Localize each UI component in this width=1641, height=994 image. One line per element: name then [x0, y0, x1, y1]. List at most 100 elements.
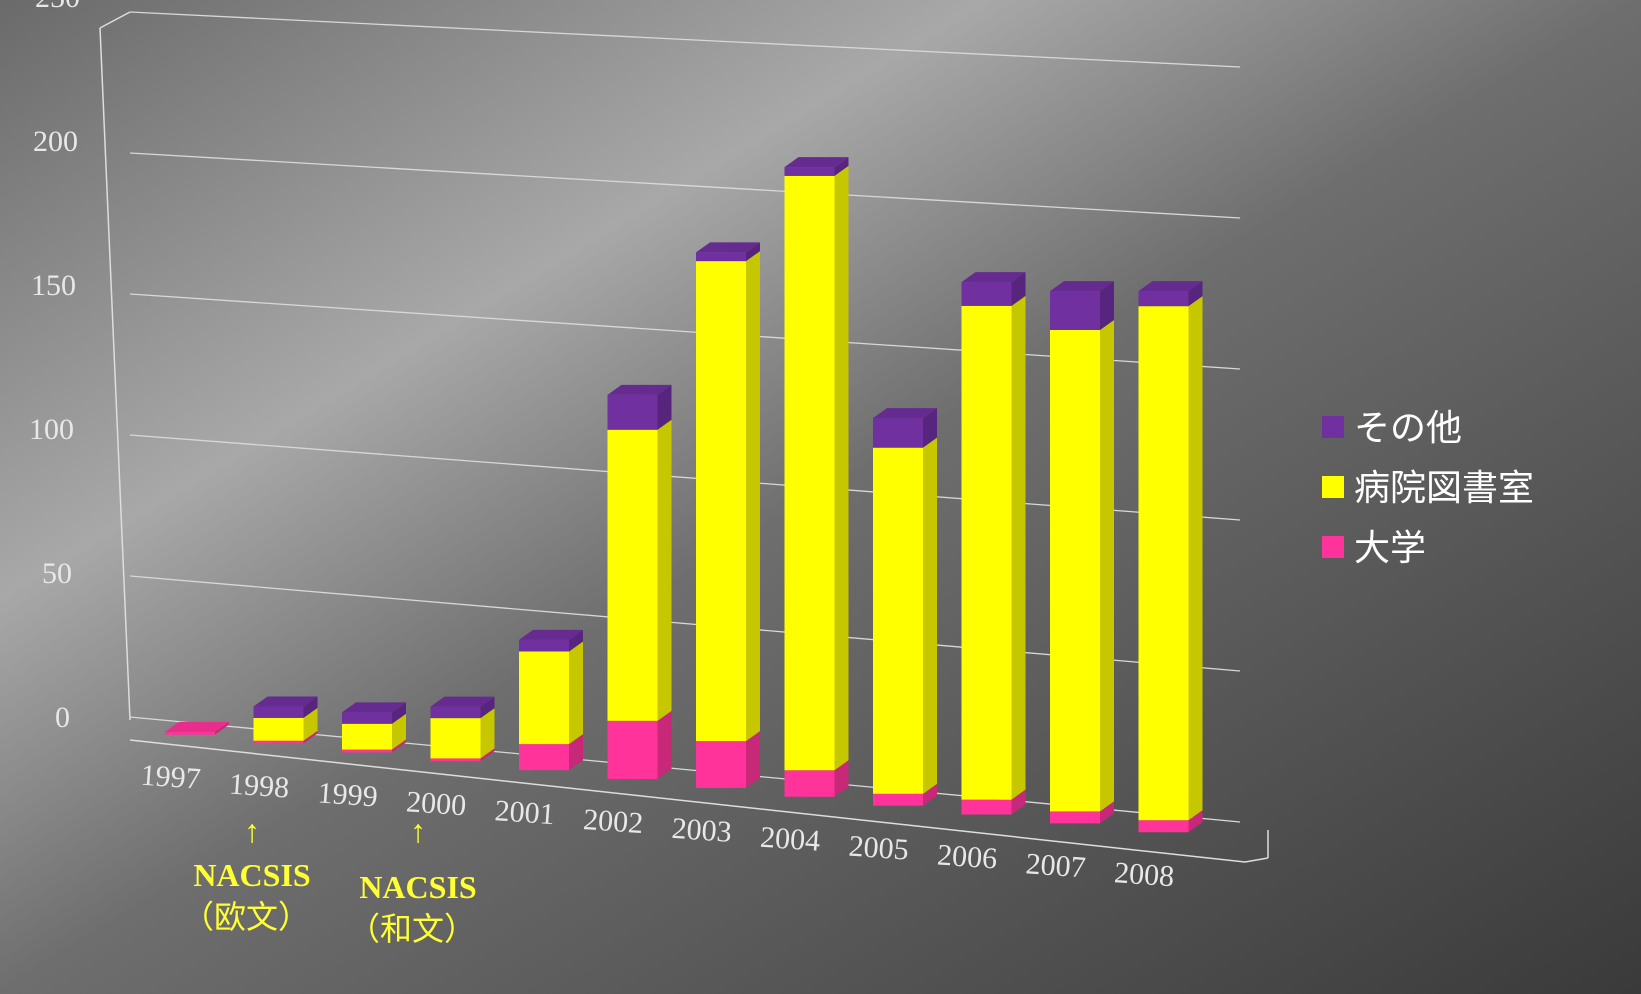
bar-segment — [961, 282, 1012, 306]
legend-label: 大学 — [1354, 528, 1426, 569]
x-tick-label: 2006 — [936, 838, 998, 875]
legend-swatch — [1322, 416, 1344, 438]
bar-top — [253, 696, 318, 707]
bar-segment — [873, 418, 923, 448]
bar-stack — [784, 157, 849, 797]
bar-segment — [430, 758, 481, 762]
bar-segment — [253, 717, 304, 741]
x-axis — [129, 739, 1246, 863]
annotation-text: NACSIS — [193, 857, 310, 893]
bar-segment — [253, 740, 304, 744]
annotation-subtext: （欧文） — [182, 899, 310, 935]
bar-stack — [165, 721, 229, 735]
bar-side — [1100, 281, 1114, 330]
bar-side — [1188, 281, 1203, 307]
bar-side — [480, 696, 495, 719]
legend-label: 病院図書室 — [1354, 468, 1534, 509]
bar-stack — [607, 384, 672, 780]
annotation-arrow: ↑ — [410, 813, 426, 849]
bar-side — [1188, 296, 1203, 821]
x-tick-label: 2003 — [671, 812, 733, 849]
bar-stack — [1050, 281, 1114, 824]
bar-segment — [430, 706, 481, 719]
bar-segment — [165, 731, 215, 735]
bar-stack — [430, 696, 495, 762]
bar-top — [342, 702, 406, 713]
x-tick-label: 2004 — [759, 821, 821, 858]
bar-side — [834, 760, 849, 797]
bar-side — [303, 696, 318, 718]
x-tick-label: 1998 — [228, 768, 290, 805]
bar-segment — [342, 723, 392, 750]
bar-segment — [961, 799, 1012, 815]
bar-stack — [961, 272, 1026, 815]
bar-side — [569, 641, 583, 745]
grid-line — [129, 11, 1241, 68]
y-tick-label: 200 — [33, 125, 78, 158]
bar-segment — [607, 429, 658, 721]
bar-segment — [1138, 291, 1189, 307]
bar-side — [1100, 319, 1114, 812]
bar-side — [923, 408, 937, 448]
y-tick-label: 50 — [42, 557, 72, 590]
bar-side — [1100, 801, 1114, 824]
annotation-subtext: （和文） — [348, 911, 476, 947]
bar-segment — [784, 175, 835, 771]
bar-side — [1188, 810, 1203, 833]
bar-segment — [430, 718, 481, 759]
bar-top — [784, 157, 849, 168]
bar-stack — [696, 242, 760, 788]
bar-top — [696, 242, 760, 253]
bar-side — [569, 629, 583, 652]
bar-top — [1138, 281, 1203, 292]
bar-top — [519, 629, 583, 640]
bar-side — [746, 731, 760, 788]
bar-stack — [342, 702, 406, 753]
bar-side — [1011, 272, 1026, 306]
bar-segment — [784, 770, 835, 797]
bar-segment — [873, 793, 923, 806]
annotation-text: NACSIS — [359, 869, 476, 905]
bar-side — [1011, 789, 1026, 815]
bar-top — [607, 384, 672, 395]
y-tick-label: 100 — [29, 413, 74, 446]
bar-top — [873, 408, 937, 419]
annotation-arrow: ↑ — [244, 813, 260, 849]
bar-side — [303, 707, 318, 741]
bar-side — [657, 419, 672, 721]
bar-side — [1011, 295, 1026, 800]
x-tick-label: 1999 — [317, 776, 379, 813]
bar-segment — [696, 261, 746, 742]
x-tick-label: 2001 — [494, 794, 556, 831]
grid-line — [129, 152, 1241, 219]
bar-segment — [342, 749, 392, 753]
bar-segment — [607, 394, 658, 430]
y-tick-label: 150 — [31, 269, 76, 302]
bar-side — [923, 783, 937, 806]
bar-top — [1050, 281, 1114, 292]
x-tick-label: 1997 — [140, 759, 202, 796]
bar-side — [480, 748, 495, 762]
bar-segment — [1138, 306, 1189, 821]
legend-swatch — [1322, 536, 1344, 558]
bar-segment — [519, 744, 569, 771]
bar-side — [392, 739, 406, 753]
bar-segment — [961, 305, 1012, 800]
y-tick-label: 250 — [35, 0, 80, 14]
bar-stack — [1138, 281, 1203, 833]
legend-swatch — [1322, 476, 1344, 498]
bar-side — [746, 242, 760, 262]
bar-segment — [253, 706, 304, 718]
bar-stack — [253, 696, 318, 744]
bar-segment — [784, 167, 835, 176]
y-axis — [99, 27, 131, 721]
bar-side — [657, 710, 672, 780]
bar-segment — [519, 639, 569, 652]
bar-side — [569, 734, 583, 771]
bar-segment — [873, 447, 923, 794]
bar-segment — [1050, 329, 1100, 812]
bar-side — [923, 437, 937, 794]
x-tick-label: 2008 — [1113, 856, 1175, 893]
bar-segment — [607, 720, 658, 780]
